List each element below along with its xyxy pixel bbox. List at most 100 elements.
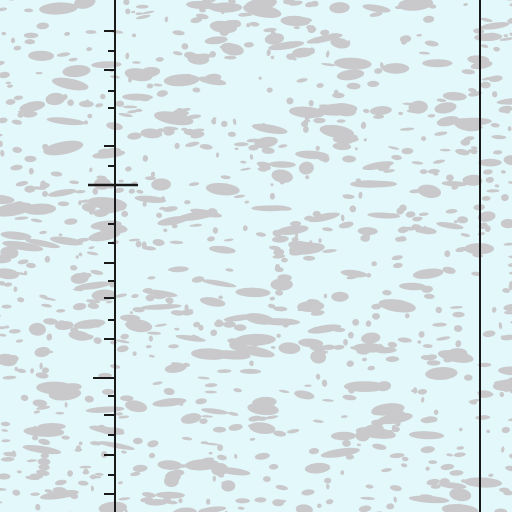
- texture-blotch: [336, 69, 365, 81]
- texture-blotch: [312, 419, 324, 423]
- texture-blotch: [39, 182, 50, 189]
- texture-blotch: [24, 39, 36, 45]
- texture-blotch: [184, 200, 191, 205]
- texture-blotch: [32, 435, 39, 441]
- texture-blotch: [12, 489, 21, 496]
- texture-blotch: [354, 147, 358, 151]
- texture-blotch: [270, 346, 276, 349]
- texture-blotch: [392, 262, 403, 269]
- texture-blotch: [277, 175, 289, 181]
- texture-blotch: [436, 98, 447, 103]
- texture-blotch: [141, 245, 157, 251]
- texture-blotch: [304, 215, 314, 221]
- texture-blotch: [298, 161, 314, 175]
- texture-blotch: [218, 295, 223, 300]
- texture-blotch: [251, 123, 288, 135]
- texture-blotch: [359, 180, 398, 188]
- texture-blotch: [70, 265, 78, 271]
- texture-blotch: [410, 389, 417, 393]
- texture-blotch: [169, 240, 184, 245]
- texture-blotch: [141, 492, 156, 498]
- texture-blotch: [148, 335, 154, 342]
- texture-blotch: [152, 397, 187, 407]
- texture-blotch: [0, 333, 7, 337]
- texture-blotch: [95, 103, 104, 108]
- texture-blotch: [428, 460, 438, 465]
- texture-blotch: [443, 356, 454, 363]
- texture-blotch: [96, 175, 107, 180]
- texture-blotch: [324, 477, 332, 484]
- texture-blotch: [507, 126, 512, 132]
- texture-blotch: [150, 171, 156, 178]
- texture-blotch: [28, 50, 55, 61]
- texture-blotch: [84, 395, 94, 403]
- texture-blotch: [15, 339, 24, 343]
- texture-blotch: [199, 144, 213, 150]
- texture-blotch: [147, 276, 156, 280]
- texture-blotch: [398, 111, 403, 116]
- texture-blotch: [382, 289, 392, 296]
- texture-blotch: [480, 22, 510, 30]
- texture-blotch: [210, 329, 218, 337]
- texture-blotch: [264, 415, 279, 420]
- texture-blotch: [391, 154, 402, 161]
- texture-blotch: [135, 12, 143, 16]
- texture-blotch: [234, 147, 239, 151]
- texture-blotch: [78, 272, 90, 280]
- texture-blotch: [140, 304, 182, 310]
- texture-blotch: [163, 128, 175, 136]
- texture-blotch: [308, 100, 314, 107]
- texture-blotch: [1, 304, 12, 309]
- texture-blotch: [171, 469, 185, 476]
- texture-blotch: [56, 52, 71, 57]
- texture-blotch: [275, 484, 288, 491]
- texture-blotch: [388, 146, 400, 150]
- texture-blotch: [201, 0, 216, 3]
- texture-blotch: [193, 321, 201, 328]
- texture-blotch: [419, 494, 435, 500]
- texture-blotch: [326, 483, 330, 490]
- texture-blotch: [171, 362, 184, 367]
- texture-blotch: [134, 195, 167, 204]
- texture-blotch: [118, 415, 130, 419]
- texture-blotch: [79, 100, 94, 108]
- texture-blotch: [343, 381, 386, 393]
- texture-blotch: [332, 142, 352, 151]
- texture-blotch: [442, 266, 456, 274]
- texture-blotch: [315, 145, 320, 151]
- texture-blotch: [278, 389, 290, 394]
- texture-blotch: [38, 438, 51, 445]
- texture-blotch: [0, 473, 11, 480]
- texture-blotch: [308, 47, 315, 55]
- texture-blotch: [411, 161, 424, 165]
- texture-blotch: [435, 306, 442, 314]
- texture-blotch: [295, 504, 313, 512]
- texture-blotch: [371, 261, 378, 267]
- texture-blotch: [179, 403, 184, 406]
- texture-blotch: [0, 194, 15, 205]
- texture-blotch: [135, 240, 142, 248]
- texture-blotch: [125, 400, 148, 413]
- texture-blotch: [51, 77, 89, 91]
- texture-blotch: [397, 226, 409, 234]
- texture-blotch: [252, 396, 277, 408]
- texture-blotch: [57, 201, 70, 207]
- texture-blotch: [20, 394, 29, 402]
- texture-blotch: [114, 187, 124, 193]
- texture-blotch: [217, 444, 224, 451]
- texture-blotch: [60, 81, 74, 85]
- texture-blotch: [316, 83, 324, 88]
- texture-blotch: [269, 463, 279, 470]
- texture-blotch: [132, 351, 137, 356]
- texture-blotch: [305, 1, 316, 8]
- texture-blotch: [74, 448, 83, 452]
- texture-blotch: [340, 415, 348, 419]
- texture-blotch: [185, 141, 200, 147]
- texture-blotch: [199, 8, 206, 13]
- texture-blotch: [155, 57, 164, 62]
- texture-blotch: [371, 303, 382, 310]
- texture-blotch: [205, 498, 211, 505]
- texture-blotch: [0, 140, 3, 147]
- texture-blotch: [263, 476, 271, 483]
